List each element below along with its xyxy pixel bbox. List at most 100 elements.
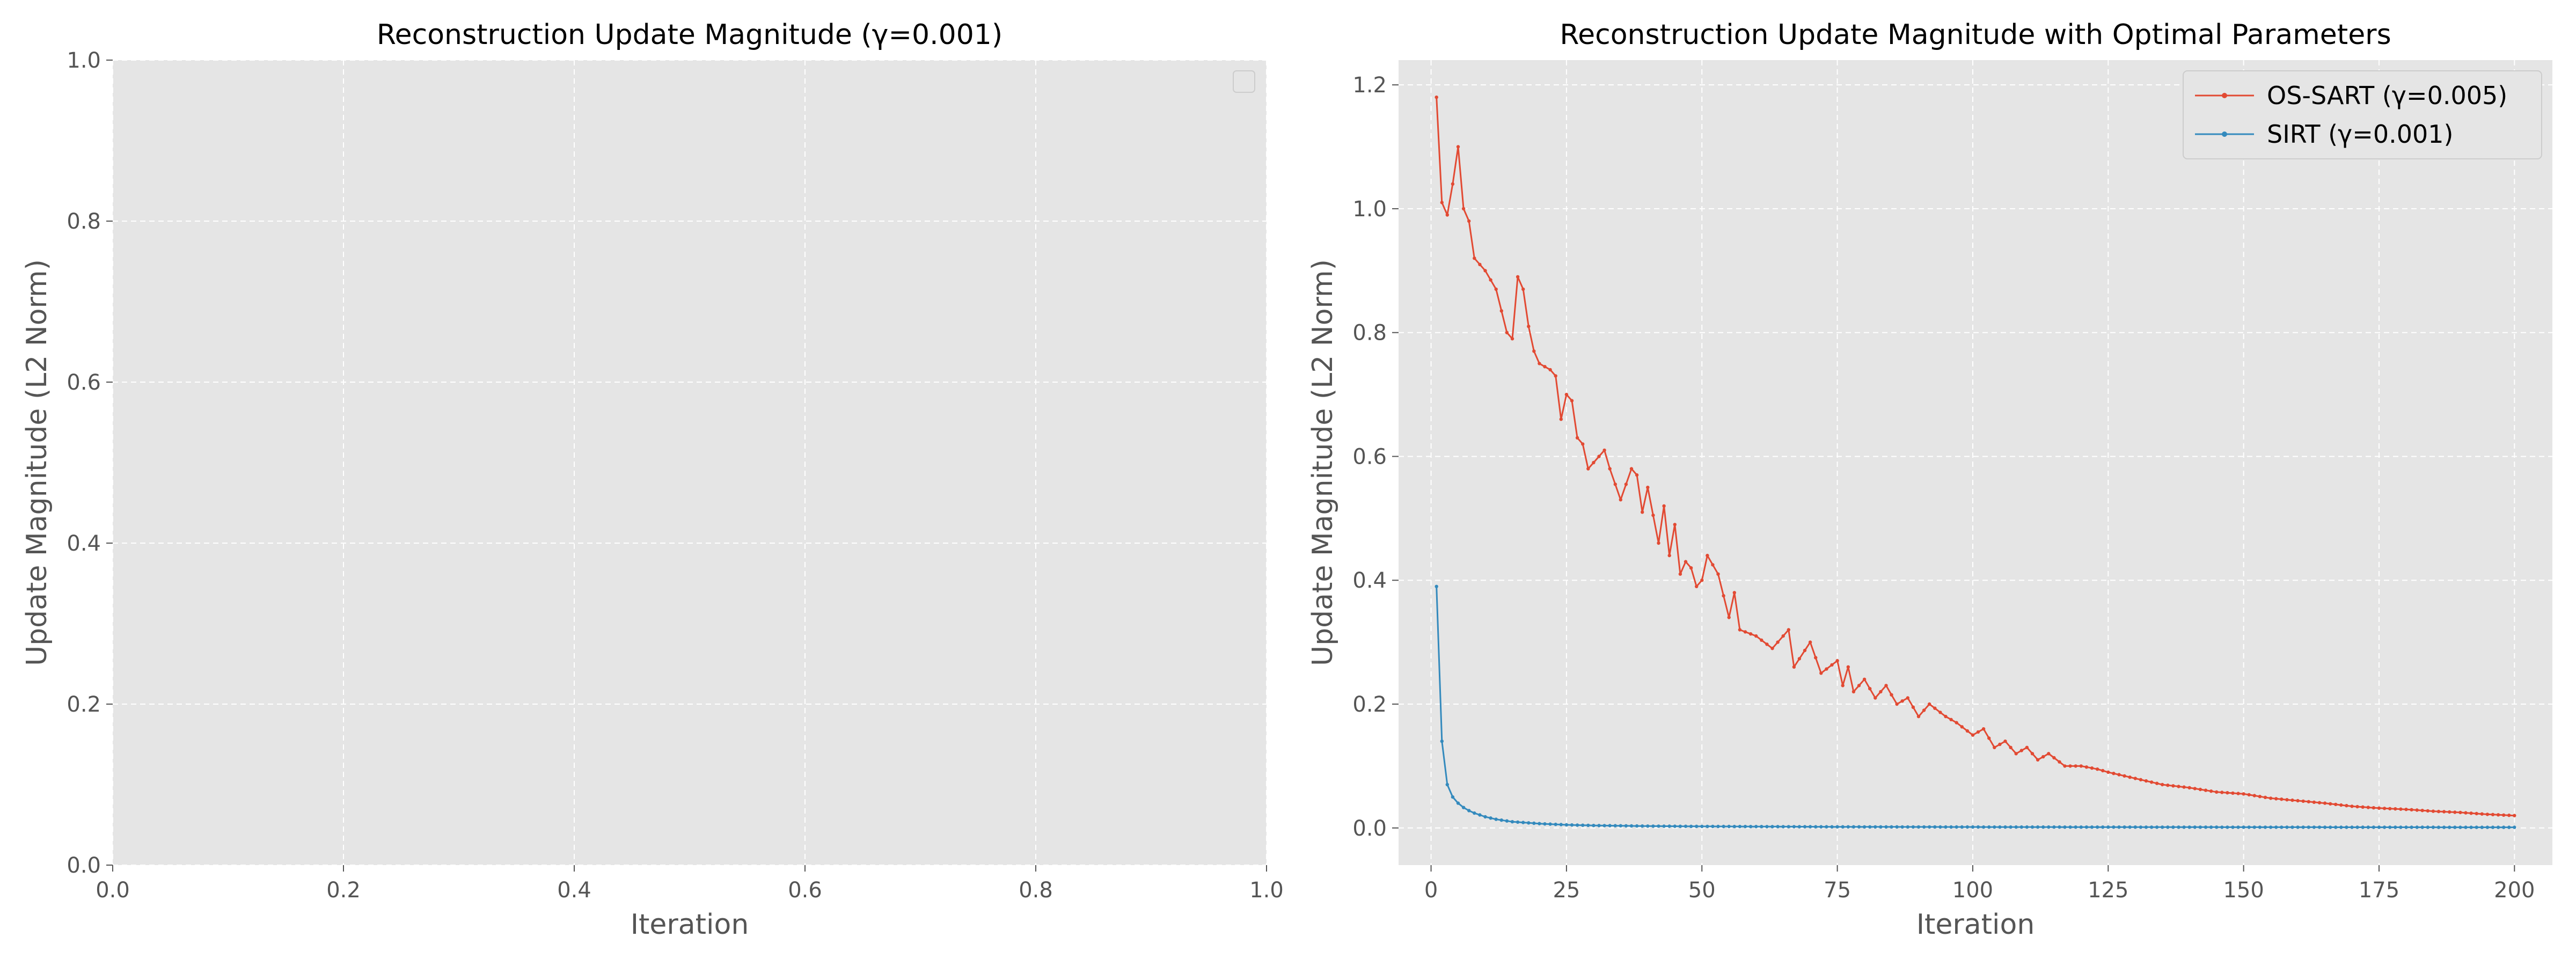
series-0-point — [2041, 755, 2045, 759]
series-1-point — [1879, 825, 1883, 829]
series-1-point — [2226, 825, 2229, 829]
series-1-point — [2036, 825, 2040, 829]
series-1-point — [2133, 825, 2137, 829]
series-0-point — [2171, 784, 2175, 788]
series-0-point — [1451, 182, 1455, 186]
series-0-point — [1716, 572, 1720, 576]
series-0-point — [1613, 482, 1617, 486]
series-0-point — [2431, 809, 2435, 813]
right-chart-title: Reconstruction Update Magnitude with Opt… — [1560, 19, 2391, 51]
series-0-point — [1678, 572, 1682, 576]
series-1-point — [2334, 825, 2338, 829]
series-1-point — [1473, 811, 1476, 815]
series-1-point — [2475, 825, 2478, 829]
left-x-tick-label: 0.2 — [326, 878, 361, 903]
left-x-ticks: 0.0 0.2 0.4 0.6 0.8 1.0 — [96, 865, 1284, 903]
series-1-point — [1857, 825, 1861, 829]
series-1-point — [1695, 824, 1699, 829]
series-1-point — [1635, 824, 1639, 828]
series-1-point — [1965, 825, 1970, 829]
series-0-point — [1868, 687, 1872, 691]
series-0-point — [1781, 634, 1785, 638]
series-1-point — [1971, 825, 1975, 829]
series-0-point — [1874, 696, 1877, 700]
series-1-point — [1727, 824, 1731, 829]
series-0-point — [2296, 799, 2300, 803]
series-1-point — [1478, 813, 1482, 817]
right-x-ticks: 0 25 50 75 100 125 150 175 200 — [1424, 865, 2535, 903]
series-1-point — [2280, 825, 2284, 829]
series-0-point — [2442, 810, 2446, 814]
series-0-point — [1516, 275, 1520, 279]
series-0-point — [2388, 807, 2392, 811]
series-1-point — [2285, 825, 2289, 829]
series-1-point — [2317, 825, 2322, 829]
series-0-point — [2047, 752, 2051, 756]
series-1-point — [1911, 825, 1915, 829]
right-x-tick-label: 175 — [2359, 878, 2399, 903]
series-1-point — [2263, 825, 2267, 829]
series-0-point — [2242, 792, 2245, 796]
series-0-point — [2198, 787, 2202, 792]
series-1-point — [2388, 825, 2392, 829]
series-1-point — [2112, 825, 2116, 829]
series-0-point — [1890, 693, 1893, 697]
series-0-point — [2361, 805, 2365, 809]
series-0-point — [2231, 791, 2235, 795]
left-chart-title: Reconstruction Update Magnitude (γ=0.001… — [377, 19, 1002, 51]
series-1-point — [1900, 825, 1904, 829]
left-y-tick-label: 0.4 — [67, 531, 101, 556]
series-0-point — [2193, 787, 2197, 791]
series-1-point — [1748, 825, 1753, 829]
series-0-point — [1981, 727, 1986, 731]
series-1-point — [2128, 825, 2132, 829]
series-1-point — [2052, 825, 2056, 829]
series-0-point — [1808, 640, 1812, 644]
series-1-point — [2003, 825, 2007, 829]
series-0-point — [2106, 770, 2110, 774]
right-y-tick-label: 0.2 — [1352, 692, 1387, 717]
series-0-point — [1521, 287, 1525, 291]
series-0-point — [1976, 730, 1980, 734]
series-0-point — [2448, 810, 2451, 814]
series-1-point — [1814, 825, 1818, 829]
series-1-point — [1564, 823, 1569, 827]
series-1-point — [1657, 824, 1660, 828]
series-0-point — [2187, 786, 2191, 790]
series-0-point — [2068, 764, 2072, 768]
series-0-point — [1673, 523, 1677, 526]
series-0-point — [1435, 96, 1438, 99]
series-0-point — [1608, 467, 1612, 471]
series-1-point — [1440, 740, 1444, 743]
series-1-point — [2323, 825, 2327, 829]
series-0-point — [2469, 811, 2473, 815]
series-1-point — [1559, 823, 1563, 826]
series-0-point — [1770, 647, 1774, 650]
series-1-point — [1613, 824, 1617, 828]
series-1-point — [2345, 825, 2348, 829]
series-0-point — [1700, 579, 1704, 582]
series-1-point — [1781, 825, 1785, 829]
right-plot-area — [1399, 60, 2552, 865]
right-x-tick-label: 125 — [2088, 878, 2128, 903]
series-1-point — [1797, 825, 1802, 829]
series-0-point — [1884, 684, 1888, 687]
series-0-point — [2025, 745, 2029, 750]
series-1-point — [2410, 825, 2413, 829]
series-0-point — [2090, 766, 2094, 770]
series-0-point — [2252, 794, 2256, 797]
series-0-point — [2009, 745, 2012, 750]
series-1-point — [2453, 825, 2457, 829]
series-1-point — [1993, 825, 1996, 829]
series-0-point — [2475, 811, 2478, 816]
series-0-point — [1711, 563, 1715, 567]
series-0-point — [1575, 436, 1579, 440]
series-0-point — [2095, 767, 2099, 771]
series-1-point — [2366, 825, 2370, 829]
series-1-point — [1884, 825, 1888, 829]
series-0-point — [1787, 628, 1790, 632]
series-0-point — [1602, 448, 1606, 452]
series-1-point — [1890, 825, 1893, 829]
series-1-point — [1787, 825, 1790, 829]
